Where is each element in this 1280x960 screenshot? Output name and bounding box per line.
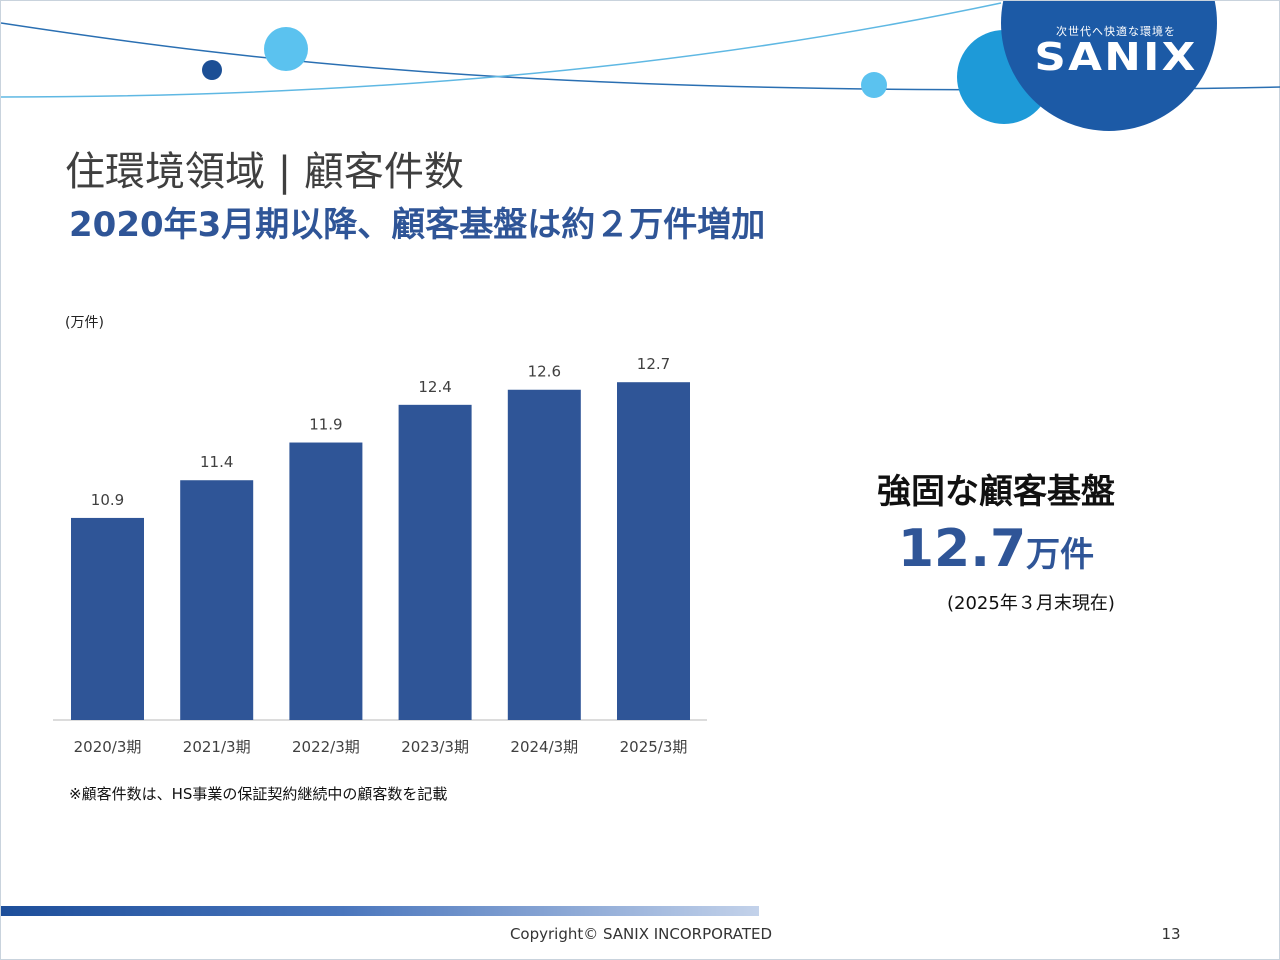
logo-circle (1001, 1, 1217, 131)
bar-value-label-2: 11.4 (200, 453, 233, 471)
bar-1 (71, 517, 144, 720)
callout-unit: 万件 (1026, 535, 1095, 575)
bar-4 (398, 404, 472, 720)
header-decoration (1, 1, 1280, 131)
bar-value-label-3: 11.9 (309, 416, 342, 434)
deco-circle-small (861, 72, 887, 98)
deco-circle-large (264, 27, 308, 71)
copyright-text: Copyright© SANIX INCORPORATED (509, 925, 773, 943)
x-tick-label-1: 2020/3期 (74, 738, 142, 756)
x-tick-label-2: 2021/3期 (183, 738, 251, 756)
deco-circle-dark (202, 60, 222, 80)
chart-footnote: ※顧客件数は、HS事業の保証契約継続中の顧客数を記載 (69, 785, 448, 803)
bar-2 (180, 480, 254, 720)
bar-6 (617, 382, 690, 720)
callout-note: (2025年３月末現在) (947, 593, 1115, 614)
page-subtitle: 2020年3月期以降、顧客基盤は約２万件増加 (69, 205, 766, 245)
logo-tagline: 次世代へ快適な環境を (1056, 25, 1176, 38)
x-tick-label-4: 2023/3期 (401, 738, 469, 756)
bar-value-label-1: 10.9 (91, 491, 124, 509)
page-number: 13 (1161, 925, 1181, 943)
bar-value-label-6: 12.7 (637, 355, 670, 373)
callout-value: 12.7 (897, 519, 1027, 579)
callout-value-row: 12.7万件 (821, 519, 1171, 579)
bar-3 (289, 442, 363, 720)
chart-unit-label: (万件) (65, 315, 104, 331)
page-title: 住環境領域 | 顧客件数 (65, 149, 464, 195)
x-tick-label-3: 2022/3期 (292, 738, 360, 756)
bar-value-label-5: 12.6 (528, 363, 561, 381)
x-tick-label-6: 2025/3期 (620, 738, 688, 756)
bar-5 (507, 389, 581, 720)
x-tick-label-5: 2024/3期 (510, 738, 578, 756)
bar-value-label-4: 12.4 (418, 378, 451, 396)
footer-gradient-bar (1, 906, 759, 916)
callout-heading: 強固な顧客基盤 (877, 472, 1115, 512)
company-logo: SANIX (1034, 35, 1198, 79)
